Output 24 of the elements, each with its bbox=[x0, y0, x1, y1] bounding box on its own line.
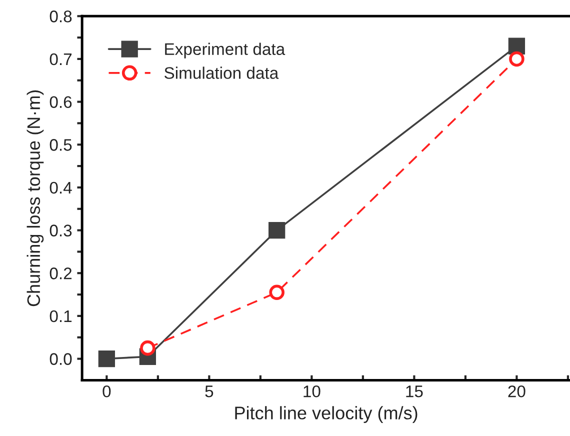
y-tick-label: 0.1 bbox=[50, 310, 72, 322]
point bbox=[98, 350, 116, 368]
y-tick-label: 0.8 bbox=[50, 10, 72, 22]
y-tick-label: 0.3 bbox=[50, 224, 72, 236]
x-axis-title: Pitch line velocity (m/s) bbox=[235, 406, 418, 423]
point bbox=[269, 284, 284, 300]
x-tick-label: 20 bbox=[508, 385, 526, 398]
point bbox=[509, 51, 524, 67]
legend-label: Simulation data bbox=[164, 66, 279, 79]
x-tick-label: 5 bbox=[205, 386, 214, 398]
point bbox=[140, 340, 156, 356]
x-tick-label: 0 bbox=[102, 385, 111, 398]
y-tick-label: 0.4 bbox=[50, 182, 72, 194]
y-axis-title: Churning loss torque (N·m) bbox=[26, 90, 44, 306]
point bbox=[508, 38, 526, 54]
y-tick-label: 0.2 bbox=[50, 268, 72, 280]
y-tick-label: 0.7 bbox=[50, 53, 72, 66]
x-tick-label: 15 bbox=[406, 386, 423, 398]
point bbox=[268, 222, 286, 239]
y-tick-label: 0.5 bbox=[50, 139, 72, 151]
legend-label: Experiment data bbox=[165, 42, 286, 58]
y-tick-label: 0.0 bbox=[50, 353, 72, 365]
x-tick-label: 10 bbox=[304, 385, 320, 398]
y-tick-label: 0.6 bbox=[50, 96, 72, 108]
